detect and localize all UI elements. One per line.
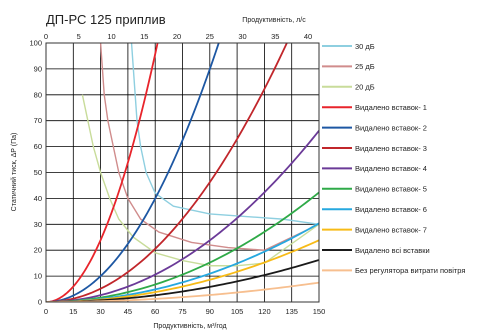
series-line-4 — [46, 43, 159, 302]
x2-tick-label: 30 — [238, 32, 246, 41]
series-layer — [46, 43, 319, 302]
y-tick-label: 30 — [34, 220, 42, 229]
y-tick-label: 40 — [34, 194, 42, 203]
chart-title: ДП-РС 125 приплив — [46, 12, 166, 27]
x2-tick-label: 35 — [271, 32, 279, 41]
x-tick-label: 135 — [285, 307, 298, 316]
legend-label-1: 30 дБ — [355, 42, 375, 51]
legend: 30 дБ 25 дБ 20 дБ Видалено вставок- 1 Видале… — [322, 42, 465, 275]
y-axis-label: Статичний тиск, ΔP (Па) — [10, 133, 18, 212]
series-line-1 — [130, 43, 319, 225]
y-tick-label: 50 — [34, 168, 42, 177]
legend-label-7: Видалено вставок- 4 — [355, 164, 427, 173]
y-tick-label: 70 — [34, 116, 42, 125]
x2-tick-label: 15 — [140, 32, 148, 41]
x-tick-label: 0 — [44, 307, 48, 316]
y-tick-label: 100 — [29, 39, 42, 48]
x-tick-label: 30 — [96, 307, 104, 316]
x-tick-label: 75 — [178, 307, 186, 316]
series-line-12 — [46, 281, 319, 302]
legend-label-6: Видалено вставок- 3 — [355, 144, 427, 153]
x2-tick-label: 40 — [304, 32, 312, 41]
series-line-2 — [99, 43, 319, 251]
x-tick-label: 105 — [231, 307, 244, 316]
legend-label-11: Видалено всі вставки — [355, 246, 430, 255]
series-line-5 — [46, 43, 220, 302]
x-tick-label: 150 — [313, 307, 326, 316]
x2-tick-label: 25 — [206, 32, 214, 41]
legend-label-10: Видалено вставок- 7 — [355, 225, 427, 234]
x2-tick-label: 5 — [77, 32, 81, 41]
x-tick-label: 45 — [124, 307, 132, 316]
x-axis-label: Продуктивність, м³/год — [153, 322, 226, 330]
x2-axis-label: Продуктивність, л/с — [242, 16, 306, 24]
plot-frame — [45, 42, 320, 303]
x-tick-label: 60 — [151, 307, 159, 316]
y-tick-label: 60 — [34, 142, 42, 151]
legend-label-8: Видалено вставок- 5 — [355, 185, 427, 194]
y-tick-label: 0 — [38, 298, 42, 307]
x-tick-label: 15 — [69, 307, 77, 316]
x2-tick-label: 0 — [44, 32, 48, 41]
legend-label-5: Видалено вставок- 2 — [355, 123, 427, 132]
y-tick-label: 90 — [34, 64, 42, 73]
series-line-6 — [46, 43, 288, 302]
y-tick-label: 10 — [34, 272, 42, 281]
legend-label-3: 20 дБ — [355, 83, 375, 92]
x2-tick-label: 10 — [107, 32, 115, 41]
legend-label-2: 25 дБ — [355, 62, 375, 71]
x2-tick-label: 20 — [173, 32, 181, 41]
x-tick-label: 90 — [206, 307, 214, 316]
y-tick-label: 20 — [34, 246, 42, 255]
y-tick-label: 80 — [34, 90, 42, 99]
x-tick-label: 120 — [258, 307, 271, 316]
grid — [45, 42, 320, 303]
legend-label-4: Видалено вставок- 1 — [355, 103, 427, 112]
legend-label-9: Видалено вставок- 6 — [355, 205, 427, 214]
legend-label-12: Без регулятора витрати повітря — [355, 266, 465, 275]
series-line-7 — [46, 130, 319, 302]
